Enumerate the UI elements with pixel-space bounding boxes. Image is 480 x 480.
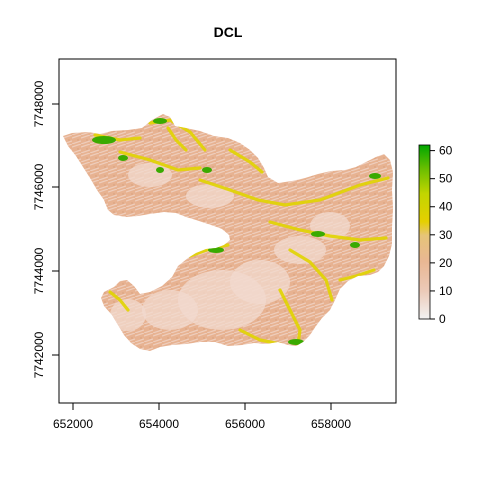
y-tick-label-2: 7746000 (32, 163, 46, 210)
highest-value-spot (208, 247, 224, 253)
low-value-patch (274, 236, 326, 264)
high-value-ridge (288, 248, 334, 302)
x-tick-label-3: 658000 (311, 417, 351, 431)
high-value-ridge (278, 288, 302, 346)
low-value-patch (230, 260, 290, 304)
low-value-patch (110, 299, 146, 331)
high-value-ridge (338, 268, 376, 282)
legend-colorbar (418, 144, 431, 320)
map-title: DCL (214, 24, 243, 40)
legend-tick-label: 10 (439, 284, 453, 298)
legend-tick-label: 0 (439, 312, 446, 326)
high-value-ridge (198, 176, 390, 207)
legend-tick-label: 60 (439, 144, 453, 158)
highest-value-spot (288, 339, 304, 345)
highest-value-spot (350, 242, 360, 248)
x-tick-label-2: 656000 (225, 417, 265, 431)
y-tick-label-3: 7748000 (32, 80, 46, 127)
highest-value-spot (202, 167, 212, 173)
high-value-ridge (108, 290, 130, 312)
high-value-ridge (118, 150, 202, 172)
x-tick-label-0: 652000 (53, 417, 93, 431)
y-tick-label-0: 7742000 (32, 331, 46, 378)
highest-value-spot (311, 231, 325, 237)
low-value-patch (142, 290, 198, 330)
region-detail (92, 118, 390, 346)
highest-value-spot (369, 173, 381, 179)
highest-value-spot (156, 167, 164, 173)
x-axis: 652000 654000 656000 658000 (53, 402, 351, 431)
highest-value-spot (92, 136, 116, 144)
legend-tick-label: 20 (439, 256, 453, 270)
legend-tick-label: 40 (439, 200, 453, 214)
high-value-ridge (166, 126, 188, 152)
high-value-ridge (268, 220, 388, 242)
low-value-patch (186, 184, 234, 208)
high-value-ridge (238, 328, 282, 346)
highest-value-spot (153, 118, 167, 124)
y-tick-label-1: 7744000 (32, 247, 46, 294)
high-value-ridge (228, 148, 264, 174)
raster-region (63, 114, 393, 351)
color-legend: 0 10 20 30 40 50 60 (418, 144, 453, 326)
legend-tick-label: 50 (439, 172, 453, 186)
legend-tick-label: 30 (439, 228, 453, 242)
highest-value-spot (118, 155, 128, 161)
x-tick-label-1: 654000 (139, 417, 179, 431)
y-axis: 7742000 7744000 7746000 7748000 (32, 80, 60, 378)
